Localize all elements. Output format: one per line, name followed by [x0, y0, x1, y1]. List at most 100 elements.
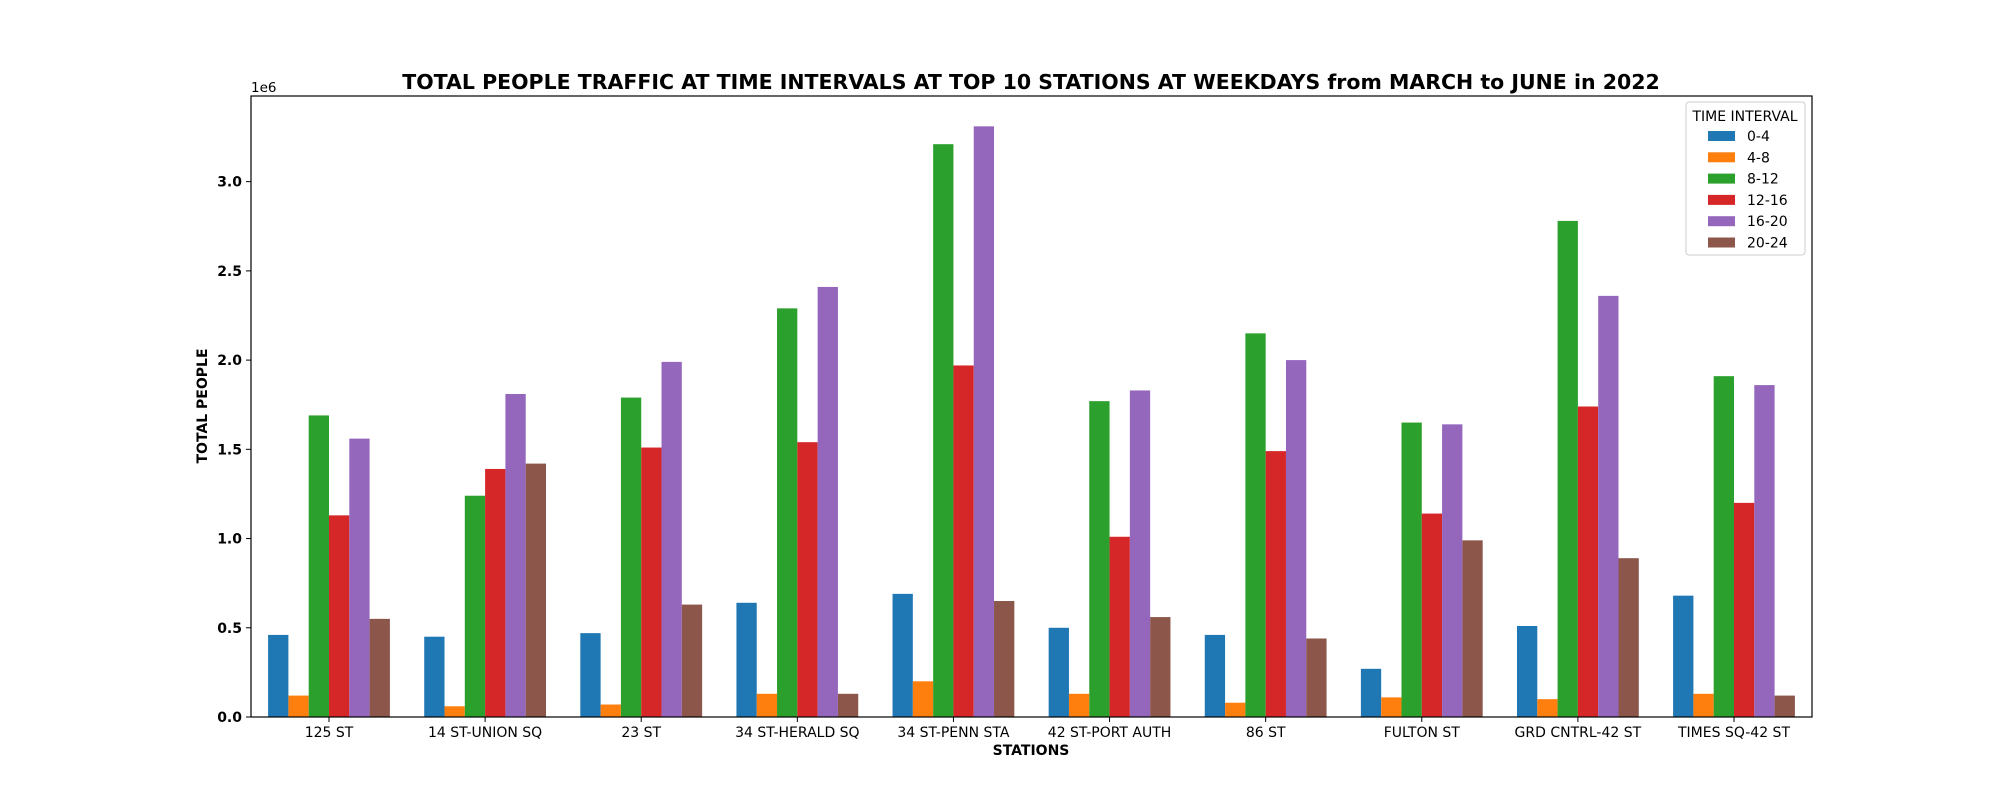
bar-0-4-grd-cntrl-42-st [1516, 625, 1538, 717]
bar-4-8-grd-cntrl-42-st [1537, 699, 1558, 717]
bar-16-20-86-st [1285, 360, 1307, 717]
bar-0-4-42-st-port-auth [1048, 627, 1069, 717]
chart-title: TOTAL PEOPLE TRAFFIC AT TIME INTERVALS A… [402, 70, 1660, 94]
y-tick-label: 3.0 [217, 175, 242, 191]
x-tick-label: 86 ST [1246, 725, 1286, 741]
bar-8-12-fulton-st [1401, 422, 1422, 717]
bar-12-16-14-st-union-sq [485, 468, 506, 717]
bar-8-12-42-st-port-auth [1089, 401, 1110, 717]
bar-8-12-grd-cntrl-42-st [1557, 220, 1578, 717]
y-offset-label: 1e6 [251, 80, 276, 96]
bar-16-20-34-st-penn-sta [973, 126, 995, 718]
x-tick-label: FULTON ST [1384, 725, 1461, 741]
bar-8-12-34-st-penn-sta [933, 144, 954, 717]
y-tick-label: 0.5 [217, 621, 242, 637]
bar-12-16-86-st [1265, 451, 1286, 717]
y-axis-ticks: 0.0 0.5 1.0 1.5 2.0 2.5 3.0 [217, 175, 251, 726]
legend-label: 0-4 [1747, 129, 1770, 145]
legend-swatch [1708, 131, 1735, 141]
bar-12-16-34-st-penn-sta [953, 365, 974, 717]
bar-16-20-14-st-union-sq [505, 394, 526, 717]
bar-4-8-86-st [1225, 702, 1246, 717]
bar-20-24-86-st [1306, 638, 1327, 717]
legend-swatch [1708, 237, 1735, 248]
x-tick-label: TIMES SQ-42 ST [1677, 725, 1790, 741]
bars-group [268, 126, 1795, 718]
bar-4-8-42-st-port-auth [1068, 693, 1090, 717]
bar-4-8-34-st-herald-sq [756, 693, 778, 717]
legend-swatch [1708, 152, 1735, 163]
y-tick-label: 0.0 [217, 710, 242, 726]
bar-0-4-86-st [1204, 634, 1226, 717]
legend-label: 12-16 [1747, 193, 1788, 209]
bar-4-8-times-sq-42-st [1693, 693, 1714, 717]
legend-swatch [1708, 216, 1735, 227]
x-axis-ticks: 125 ST 14 ST-UNION SQ 23 ST 34 ST-HERALD SQ… [305, 717, 1790, 741]
bar-20-24-times-sq-42-st [1774, 695, 1795, 717]
plot-frame [250, 95, 1813, 718]
bar-16-20-grd-cntrl-42-st [1598, 295, 1619, 717]
legend-swatch [1708, 194, 1735, 205]
bar-4-8-14-st-union-sq [444, 706, 465, 717]
bar-12-16-fulton-st [1421, 513, 1443, 717]
bar-20-24-grd-cntrl-42-st [1618, 558, 1639, 717]
bar-0-4-34-st-herald-sq [736, 602, 757, 717]
legend-label: 8-12 [1747, 172, 1779, 188]
bar-20-24-fulton-st [1462, 540, 1483, 717]
legend-label: 20-24 [1747, 236, 1788, 252]
bar-0-4-125-st [268, 634, 289, 717]
legend: TIME INTERVAL 0-4 4-8 8-12 12-16 16-20 20-24 [1685, 101, 1806, 256]
bar-8-12-14-st-union-sq [464, 495, 486, 717]
x-tick-label: 42 ST-PORT AUTH [1048, 725, 1172, 741]
bar-4-8-125-st [288, 695, 309, 717]
bar-16-20-125-st [349, 438, 370, 717]
bar-20-24-125-st [369, 618, 390, 717]
bar-0-4-times-sq-42-st [1673, 595, 1694, 717]
bar-8-12-times-sq-42-st [1713, 376, 1734, 717]
bar-8-12-125-st [308, 415, 329, 717]
legend-label: 4-8 [1747, 150, 1770, 166]
bar-12-16-34-st-herald-sq [797, 442, 818, 717]
legend-swatch [1708, 173, 1735, 184]
legend-label: 16-20 [1747, 214, 1788, 230]
bar-12-16-grd-cntrl-42-st [1577, 406, 1599, 717]
y-tick-label: 2.5 [217, 264, 242, 280]
x-tick-label: GRD CNTRL-42 ST [1515, 725, 1642, 741]
bar-0-4-fulton-st [1360, 668, 1382, 717]
x-tick-label: 23 ST [621, 725, 661, 741]
bar-16-20-times-sq-42-st [1754, 385, 1775, 717]
bar-8-12-34-st-herald-sq [777, 308, 798, 717]
bar-8-12-86-st [1245, 333, 1266, 717]
bar-16-20-fulton-st [1442, 424, 1463, 717]
bar-12-16-times-sq-42-st [1734, 502, 1755, 717]
x-tick-label: 34 ST-HERALD SQ [735, 725, 860, 741]
bar-20-24-42-st-port-auth [1150, 617, 1171, 717]
bar-20-24-34-st-herald-sq [837, 693, 859, 717]
bar-16-20-23-st [661, 361, 682, 717]
x-tick-label: 125 ST [305, 725, 354, 741]
y-tick-label: 2.0 [217, 353, 242, 369]
bar-16-20-42-st-port-auth [1129, 390, 1151, 717]
y-tick-label: 1.0 [217, 532, 242, 548]
bar-0-4-14-st-union-sq [424, 636, 445, 717]
bar-20-24-14-st-union-sq [525, 463, 547, 717]
bar-0-4-23-st [580, 633, 601, 717]
bar-20-24-34-st-penn-sta [994, 601, 1015, 717]
bar-4-8-fulton-st [1381, 697, 1402, 717]
y-axis-label: TOTAL PEOPLE [195, 348, 211, 463]
x-axis-label: STATIONS [993, 743, 1070, 759]
bar-20-24-23-st [681, 604, 703, 717]
bar-12-16-23-st [641, 447, 662, 717]
bar-12-16-42-st-port-auth [1109, 536, 1130, 717]
bar-16-20-34-st-herald-sq [817, 286, 838, 717]
y-tick-label: 1.5 [217, 442, 242, 458]
bar-12-16-125-st [329, 515, 350, 717]
legend-title: TIME INTERVAL [1691, 109, 1797, 125]
x-tick-label: 14 ST-UNION SQ [428, 725, 542, 741]
bar-4-8-23-st [600, 704, 621, 717]
bar-0-4-34-st-penn-sta [892, 593, 913, 717]
x-tick-label: 34 ST-PENN STA [897, 725, 1010, 741]
bar-8-12-23-st [620, 397, 642, 717]
bar-4-8-34-st-penn-sta [912, 681, 934, 717]
